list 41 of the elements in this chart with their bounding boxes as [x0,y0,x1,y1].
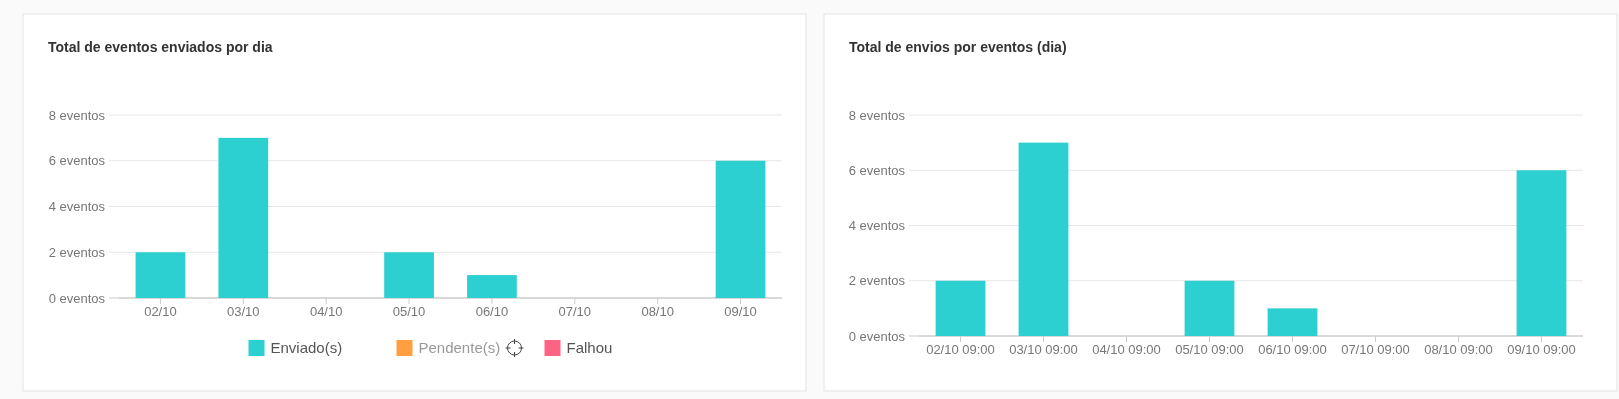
x-tick-label: 04/10 09:00 [1092,342,1161,357]
legend-label: Falhou [566,339,613,357]
y-tick-label: 8 eventos [48,107,106,123]
x-tick-label: 02/10 09:00 [926,342,995,357]
x-tick-label: 03/10 [227,304,260,319]
y-tick-label: 8 eventos [848,107,906,123]
legend-label: Pendente(s) [418,339,501,357]
y-tick-label: 2 eventos [848,273,906,289]
bar [384,252,434,298]
y-tick-label: 0 eventos [848,328,906,344]
y-tick-label: 4 eventos [48,199,106,215]
x-tick-label: 05/10 [392,304,426,319]
y-tick-label: 4 eventos [848,218,906,234]
legend-label: Enviado(s) [270,339,343,357]
bar [467,275,517,298]
x-tick-label: 07/10 [558,304,592,319]
chart-title: Total de eventos enviados por dia [48,39,273,55]
bar [135,252,186,298]
x-tick-label: 08/10 09:00 [1424,342,1493,357]
x-tick-label: 08/10 [641,304,674,319]
x-tick-label: 06/10 09:00 [1258,342,1327,357]
bar [1267,308,1318,336]
y-tick-label: 6 eventos [48,153,106,169]
y-tick-label: 6 eventos [848,162,906,178]
x-tick-label: 09/10 09:00 [1507,342,1576,357]
x-tick-label: 09/10 [724,304,757,319]
bar [1184,280,1235,336]
y-tick-label: 0 eventos [48,290,106,306]
x-tick-label: 07/10 09:00 [1341,342,1410,357]
x-tick-label: 03/10 09:00 [1009,342,1078,357]
x-tick-label: 05/10 09:00 [1175,342,1244,357]
bar [218,137,269,298]
y-tick-label: 2 eventos [48,244,106,260]
x-tick-label: 06/10 [475,304,509,319]
bar [1516,170,1567,336]
x-tick-label: 02/10 [144,304,177,319]
bar [935,280,986,336]
chart-title: Total de envios por eventos (dia) [849,39,1067,55]
bar [1018,142,1069,336]
bar [715,160,766,298]
x-tick-label: 04/10 [309,304,343,319]
